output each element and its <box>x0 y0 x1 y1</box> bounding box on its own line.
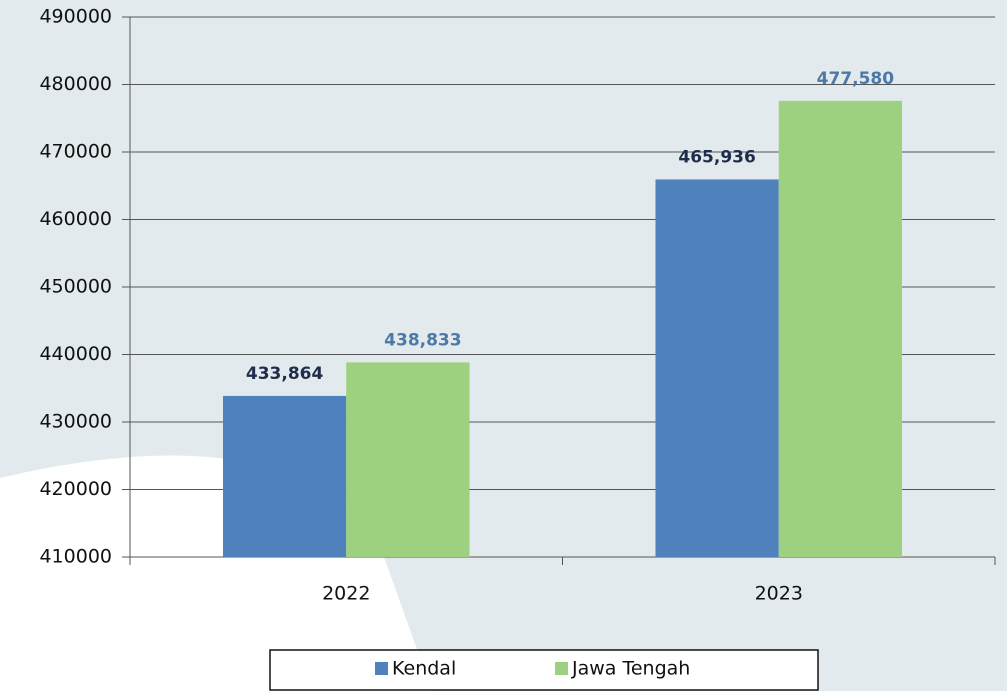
bar <box>222 395 347 557</box>
value-label: 433,864 <box>246 364 324 384</box>
y-tick-label: 470000 <box>39 141 112 163</box>
y-tick-label: 420000 <box>39 478 112 500</box>
value-label: 477,580 <box>817 69 895 89</box>
y-tick-label: 450000 <box>39 276 112 298</box>
y-tick-label: 460000 <box>39 208 112 230</box>
legend-swatch <box>375 662 388 675</box>
x-tick-label: 2023 <box>755 583 803 605</box>
x-tick-label: 2022 <box>322 583 370 605</box>
bar <box>346 362 470 557</box>
value-label: 438,833 <box>384 330 461 350</box>
legend-swatch <box>555 662 568 675</box>
legend <box>269 649 819 691</box>
y-tick-label: 490000 <box>39 6 112 28</box>
y-tick-label: 430000 <box>39 411 112 433</box>
legend-label: Jawa Tengah <box>571 658 690 680</box>
legend-label: Kendal <box>392 658 456 680</box>
bar <box>655 179 779 557</box>
bar <box>778 100 903 558</box>
y-tick-label: 410000 <box>39 546 112 568</box>
y-tick-label: 480000 <box>39 73 112 95</box>
value-label: 465,936 <box>678 147 755 167</box>
y-tick-label: 440000 <box>39 343 112 365</box>
